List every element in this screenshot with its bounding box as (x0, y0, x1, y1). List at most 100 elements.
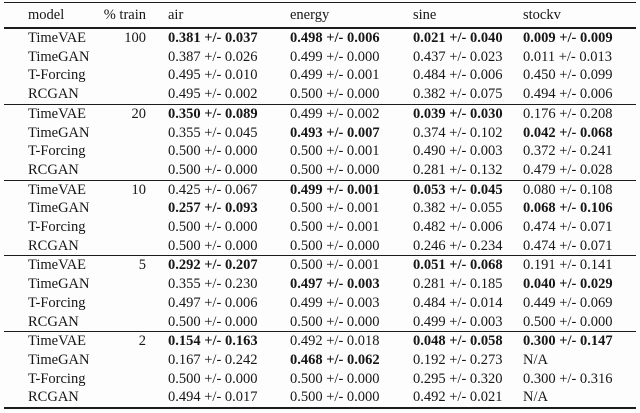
score-cell: 0.300 +/- 0.316 (523, 370, 613, 387)
score-cell: 0.500 +/- 0.000 (168, 370, 258, 387)
col-header-sine: sine (401, 2, 511, 29)
train-group-100: TimeVAE 100 0.381 +/- 0.037 0.498 +/- 0.006… (4, 28, 636, 104)
table-header: model % train air energy sine stockv (4, 2, 636, 29)
train-percent (100, 313, 156, 332)
train-percent: 20 (131, 105, 147, 122)
score-cell: N/A (523, 351, 548, 368)
col-header-energy: energy (278, 2, 401, 29)
table-row: RCGAN 0.500 +/- 0.000 0.500 +/- 0.000 0.246… (4, 237, 636, 256)
score-cell: 0.490 +/- 0.003 (413, 143, 503, 160)
train-percent (100, 142, 156, 161)
score-cell: 0.500 +/- 0.000 (290, 313, 380, 330)
score-cell: N/A (523, 389, 548, 406)
score-cell: 0.495 +/- 0.010 (168, 67, 258, 84)
header-row: model % train air energy sine stockv (4, 2, 636, 29)
train-percent (100, 370, 156, 389)
score-cell: 0.494 +/- 0.006 (523, 86, 613, 103)
table-row: RCGAN 0.500 +/- 0.000 0.500 +/- 0.000 0.281… (4, 161, 636, 180)
train-percent (100, 388, 156, 408)
table-row: RCGAN 0.500 +/- 0.000 0.500 +/- 0.000 0.499… (4, 313, 636, 332)
score-cell: 0.500 +/- 0.000 (168, 161, 258, 178)
train-group-5: TimeVAE 5 0.292 +/- 0.207 0.500 +/- 0.001 0.… (4, 255, 636, 332)
model-name: TimeVAE (28, 181, 87, 198)
train-percent (100, 237, 156, 256)
score-cell: 0.040 +/- 0.029 (523, 276, 613, 293)
table-row: T-Forcing 0.500 +/- 0.000 0.500 +/- 0.001 0… (4, 218, 636, 237)
table-row: RCGAN 0.495 +/- 0.002 0.500 +/- 0.000 0.382… (4, 85, 636, 104)
score-cell: 0.500 +/- 0.000 (168, 219, 258, 236)
model-name: TimeVAE (28, 105, 87, 122)
model-name: TimeGAN (28, 124, 90, 141)
table-row: TimeGAN 0.167 +/- 0.242 0.468 +/- 0.062 0.1… (4, 351, 636, 370)
results-table: model % train air energy sine stockv Tim… (4, 2, 636, 410)
score-cell: 0.492 +/- 0.021 (413, 389, 503, 406)
table-row: T-Forcing 0.495 +/- 0.010 0.499 +/- 0.001 0… (4, 66, 636, 85)
score-cell: 0.492 +/- 0.018 (290, 333, 380, 350)
train-percent (100, 351, 156, 370)
train-percent (100, 66, 156, 85)
train-percent (100, 161, 156, 180)
score-cell: 0.281 +/- 0.185 (413, 276, 503, 293)
model-name: RCGAN (28, 389, 79, 406)
score-cell: 0.437 +/- 0.023 (413, 48, 503, 65)
score-cell: 0.355 +/- 0.045 (168, 124, 258, 141)
score-cell: 0.372 +/- 0.241 (523, 143, 613, 160)
score-cell: 0.493 +/- 0.007 (290, 124, 380, 141)
train-percent (100, 85, 156, 104)
score-cell: 0.295 +/- 0.320 (413, 370, 503, 387)
train-group-10: TimeVAE 10 0.425 +/- 0.067 0.499 +/- 0.001 0… (4, 180, 636, 256)
score-cell: 0.495 +/- 0.002 (168, 86, 258, 103)
model-name: T-Forcing (28, 370, 86, 387)
table-row: TimeGAN 0.355 +/- 0.230 0.497 +/- 0.003 0.2… (4, 275, 636, 294)
score-cell: 0.499 +/- 0.003 (413, 313, 503, 330)
model-name: T-Forcing (28, 294, 86, 311)
score-cell: 0.500 +/- 0.000 (168, 143, 258, 160)
score-cell: 0.500 +/- 0.001 (290, 219, 380, 236)
score-cell: 0.500 +/- 0.000 (523, 313, 613, 330)
score-cell: 0.474 +/- 0.071 (523, 237, 613, 254)
score-cell: 0.484 +/- 0.006 (413, 67, 503, 84)
score-cell: 0.048 +/- 0.058 (413, 333, 503, 350)
train-percent (100, 275, 156, 294)
model-name: TimeVAE (28, 30, 87, 46)
score-cell: 0.042 +/- 0.068 (523, 124, 613, 141)
score-cell: 0.500 +/- 0.000 (168, 237, 258, 254)
table-row: TimeGAN 0.387 +/- 0.026 0.499 +/- 0.000 0.4… (4, 48, 636, 67)
score-cell: 0.051 +/- 0.068 (413, 257, 503, 274)
score-cell: 0.300 +/- 0.147 (523, 333, 613, 350)
score-cell: 0.257 +/- 0.093 (168, 200, 258, 217)
score-cell: 0.498 +/- 0.006 (290, 30, 380, 46)
score-cell: 0.387 +/- 0.026 (168, 48, 258, 65)
score-cell: 0.500 +/- 0.000 (290, 389, 380, 406)
train-percent (100, 48, 156, 67)
table-row: T-Forcing 0.500 +/- 0.000 0.500 +/- 0.000 0… (4, 370, 636, 389)
train-percent (100, 218, 156, 237)
model-name: T-Forcing (28, 67, 86, 84)
model-name: RCGAN (28, 237, 79, 254)
score-cell: 0.497 +/- 0.006 (168, 294, 258, 311)
table-row: TimeGAN 0.355 +/- 0.045 0.493 +/- 0.007 0.3… (4, 124, 636, 143)
score-cell: 0.499 +/- 0.003 (290, 294, 380, 311)
table-row: TimeVAE 5 0.292 +/- 0.207 0.500 +/- 0.001 0.… (4, 256, 636, 275)
col-header-model: model (4, 2, 100, 29)
score-cell: 0.381 +/- 0.037 (168, 30, 258, 46)
score-cell: 0.500 +/- 0.000 (290, 370, 380, 387)
score-cell: 0.281 +/- 0.132 (413, 161, 503, 178)
col-header-air: air (156, 2, 278, 29)
score-cell: 0.382 +/- 0.055 (413, 200, 503, 217)
score-cell: 0.474 +/- 0.071 (523, 219, 613, 236)
score-cell: 0.355 +/- 0.230 (168, 276, 258, 293)
score-cell: 0.425 +/- 0.067 (168, 181, 258, 198)
table-row: TimeVAE 20 0.350 +/- 0.089 0.499 +/- 0.002 0… (4, 104, 636, 123)
score-cell: 0.450 +/- 0.099 (523, 67, 613, 84)
model-name: T-Forcing (28, 143, 86, 160)
score-cell: 0.499 +/- 0.001 (290, 181, 380, 198)
table-row: TimeVAE 2 0.154 +/- 0.163 0.492 +/- 0.018 0.… (4, 332, 636, 351)
train-group-2: TimeVAE 2 0.154 +/- 0.163 0.492 +/- 0.018 0.… (4, 331, 636, 408)
score-cell: 0.246 +/- 0.234 (413, 237, 503, 254)
score-cell: 0.167 +/- 0.242 (168, 351, 258, 368)
model-name: T-Forcing (28, 219, 86, 236)
model-name: TimeGAN (28, 351, 90, 368)
col-header-train: % train (100, 2, 156, 29)
